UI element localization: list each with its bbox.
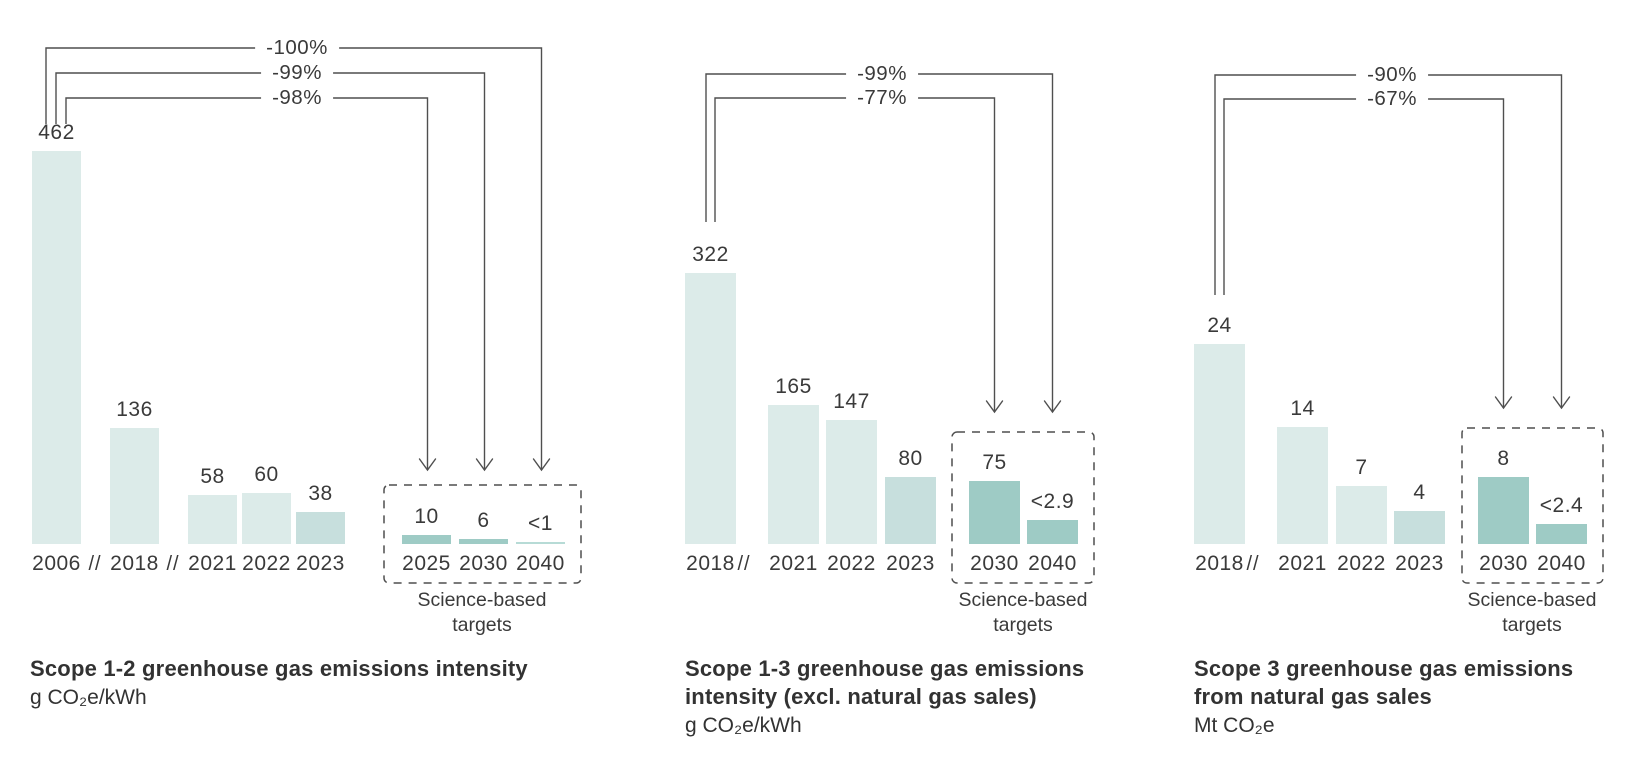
chart-2-bar-2030 [969,481,1020,544]
chart-2-bar-2021 [768,405,819,544]
chart-1-bar-2022 [242,493,291,544]
chart-3-science-based-targets-caption: Science-based targets [1468,588,1597,638]
chart-1-sbt-caption-line: Science-based [417,589,547,611]
chart-1-arrow-reduction-label: -99% [261,61,333,85]
chart-3-bar-2018 [1194,344,1245,544]
chart-1-bar-2040 [516,542,565,544]
chart-2-axis-label-2022: 2022 [827,552,876,575]
chart-3-arrow-reduction-label: -90% [1356,63,1428,87]
chart-3-bar-2023 [1394,511,1445,544]
chart-3-axis-label-2040: 2040 [1537,552,1586,575]
chart-1-bar-2006 [32,151,81,544]
chart-1-bar-2030 [459,539,508,544]
chart-3-value-label-2021: 14 [1290,397,1315,420]
chart-2-title-block: Scope 1-3 greenhouse gas emissions intens… [685,655,1084,740]
chart-2-bar-2018 [685,273,736,544]
chart-3-bar-2040 [1536,524,1587,544]
chart-1-value-label-2030: 6 [477,509,490,532]
chart-1-value-label-2021: 58 [200,465,225,488]
chart-1-value-label-2018: 136 [116,398,153,421]
chart-1-value-label-2022: 60 [254,463,279,486]
chart-2-unit-label: g CO₂e/kWh [685,714,802,737]
chart-1-science-based-targets-caption: Science-based targets [418,588,547,638]
chart-3-unit-label: Mt CO₂e [1194,714,1275,737]
chart-3-axis-label-2023: 2023 [1395,552,1444,575]
chart-3-axis-label-2021: 2021 [1278,552,1327,575]
chart-3-value-label-2018: 24 [1207,314,1232,337]
chart-1-axis-break-mark: // [166,553,180,575]
chart-2-axis-label-2021: 2021 [769,552,818,575]
chart-1-sbt-caption-line: targets [452,614,512,636]
chart-2-arrow-reduction-label: -77% [846,86,918,110]
chart-3-value-label-2040: <2.4 [1539,494,1584,517]
chart-3-value-label-2022: 7 [1355,456,1368,479]
chart-2-bar-2022 [826,420,877,544]
chart-3-axis-label-2018: 2018 [1195,552,1244,575]
chart-1-axis-label-2018: 2018 [110,552,159,575]
chart-1-chart-title: Scope 1-2 greenhouse gas emissions inten… [30,656,528,681]
chart-2-bar-2023 [885,477,936,544]
chart-3-sbt-caption-line: targets [1502,614,1562,636]
chart-2-bar-2040 [1027,520,1078,544]
chart-1-arrow-reduction-label: -100% [255,36,339,60]
chart-3-axis-break-mark: // [1246,553,1260,575]
chart-2-arrow-reduction-label: -99% [846,62,918,86]
chart-1-axis-label-2006: 2006 [32,552,81,575]
chart-2-axis-label-2040: 2040 [1028,552,1077,575]
chart-3-sbt-caption-line: Science-based [1467,589,1597,611]
chart-1-axis-label-2030: 2030 [459,552,508,575]
chart-2-value-label-2030: 75 [982,451,1007,474]
chart-1-value-label-2025: 10 [414,505,439,528]
chart-1-bar-2021 [188,495,237,544]
chart-1-bar-2023 [296,512,345,544]
chart-1-arrow-reduction-label: -98% [261,86,333,110]
chart-2-value-label-2040: <2.9 [1030,490,1075,513]
chart-2-chart-title: Scope 1-3 greenhouse gas emissions [685,656,1085,681]
chart-3-chart-title: from natural gas sales [1194,684,1432,709]
chart-2-chart-title: intensity (excl. natural gas sales) [685,684,1037,709]
chart-3-bar-2021 [1277,427,1328,544]
chart-2-sbt-caption-line: targets [993,614,1053,636]
chart-1-unit-label: g CO₂e/kWh [30,686,147,709]
chart-3-chart-title: Scope 3 greenhouse gas emissions [1194,656,1574,681]
chart-2-axis-label-2018: 2018 [686,552,735,575]
chart-3-value-label-2030: 8 [1497,447,1510,470]
chart-1-axis-label-2021: 2021 [188,552,237,575]
chart-1-axis-label-2040: 2040 [516,552,565,575]
chart-2-sbt-caption-line: Science-based [958,589,1088,611]
chart-3-arrow-reduction-label: -67% [1356,87,1428,111]
chart-2-science-based-targets-caption: Science-based targets [959,588,1088,638]
chart-1-axis-break-mark: // [88,553,102,575]
chart-1-value-label-2023: 38 [308,482,333,505]
chart-1-title-block: Scope 1-2 greenhouse gas emissions inten… [30,655,528,712]
chart-1-axis-label-2025: 2025 [402,552,451,575]
chart-3-value-label-2023: 4 [1413,481,1426,504]
chart-1-value-label-2040: <1 [528,512,553,535]
chart-1-value-label-2006: 462 [38,121,75,144]
chart-1-bar-2025 [402,535,451,544]
chart-2-axis-label-2023: 2023 [886,552,935,575]
chart-2-axis-label-2030: 2030 [970,552,1019,575]
chart-2-axis-break-mark: // [737,553,751,575]
chart-1-bar-2018 [110,428,159,544]
chart-3-title-block: Scope 3 greenhouse gas emissions from nat… [1194,655,1573,740]
chart-3-axis-label-2030: 2030 [1479,552,1528,575]
chart-1-axis-label-2022: 2022 [242,552,291,575]
chart-2-value-label-2018: 322 [692,243,729,266]
chart-3-bar-2030 [1478,477,1529,544]
chart-2-value-label-2021: 165 [775,375,812,398]
chart-3-axis-label-2022: 2022 [1337,552,1386,575]
chart-1-axis-label-2023: 2023 [296,552,345,575]
chart-2-value-label-2022: 147 [833,390,870,413]
chart-2-value-label-2023: 80 [898,447,923,470]
chart-3-bar-2022 [1336,486,1387,544]
